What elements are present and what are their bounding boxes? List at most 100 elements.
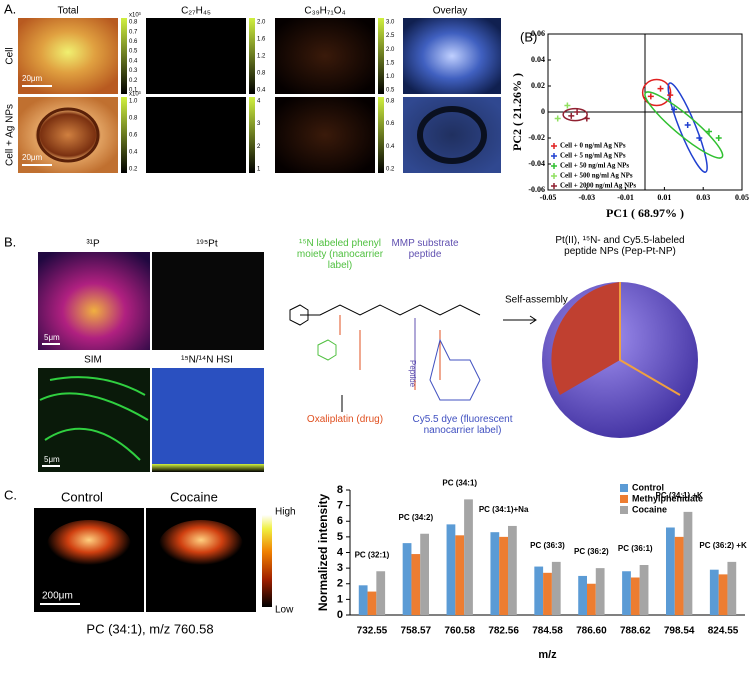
- colorbar-exponent: x10³: [129, 13, 141, 19]
- bar: [367, 591, 377, 615]
- colorbar-tick-label: 0.8: [386, 99, 395, 105]
- colorbars: x10³0.80.70.60.50.40.30.20.12.01.61.20.8…: [121, 13, 395, 173]
- y-tick-label: 8: [337, 484, 343, 496]
- colorbar-tick-label: 0.8: [129, 20, 138, 26]
- bar: [455, 535, 465, 615]
- colorbar-tick-label: 0.3: [129, 68, 138, 74]
- scale-bar-label: 5μm: [44, 455, 60, 464]
- side-chain: [339, 315, 441, 390]
- phenyl-label: ¹⁵N labeled phenyl moiety (nanocarrier l…: [297, 238, 383, 271]
- row-label: Cell + Ag NPs: [5, 104, 16, 166]
- bar-annotation: PC (32:1): [355, 550, 390, 559]
- column-header: Total: [57, 6, 78, 17]
- image-c39: [275, 18, 375, 94]
- colorbar-tick-label: 1.5: [386, 60, 395, 66]
- point: [647, 93, 654, 100]
- panel-label: (B): [520, 29, 537, 44]
- confidence-ellipse: [562, 107, 588, 122]
- bar: [499, 536, 508, 615]
- colorbar: [378, 18, 384, 94]
- bar: [630, 577, 640, 615]
- peptide-label: Peptide: [408, 360, 417, 388]
- dye-label: Cy5.5 dye (fluorescent nanocarrier label…: [412, 414, 512, 436]
- image-31p: [38, 252, 150, 350]
- x-tick-label: 786.60: [576, 626, 607, 637]
- y-tick-label: 1: [337, 593, 343, 605]
- colorbar-tick-label: 0.1: [129, 88, 138, 94]
- legend-marker: [551, 143, 557, 149]
- colorbar-tick-label: 0.6: [129, 133, 138, 139]
- bar: [358, 585, 368, 615]
- bar: [709, 569, 719, 615]
- colorbar-tick-label: 0.4: [386, 144, 395, 150]
- colorbar-tick-label: 1.6: [257, 37, 266, 43]
- nanoparticle-edge: [619, 282, 681, 396]
- colorbar: [378, 97, 384, 173]
- x-tick-label: 758.57: [401, 626, 432, 637]
- nanoparticle-cutaway: [551, 282, 620, 395]
- image-detail: [417, 106, 487, 164]
- colorbar-tick-label: 2.0: [386, 47, 395, 53]
- row-label: Cell: [5, 47, 16, 64]
- confidence-ellipse: [667, 82, 708, 173]
- colorbar-tick-label: 1.2: [257, 54, 266, 60]
- x-tick-label: 784.58: [532, 626, 563, 637]
- mmp-label-text: MMP substrate peptide: [391, 238, 459, 260]
- x-tick-label: 0.03: [696, 193, 710, 202]
- colorbar-tick-label: 2.5: [386, 33, 395, 39]
- bar-annotation: PC (34:1)+Na: [479, 505, 529, 514]
- mmp-label: MMP substrate peptide: [391, 238, 459, 260]
- product-label-text: Pt(II), ¹⁵N- and Cy5.5-labeled peptide N…: [555, 235, 685, 257]
- colorbar-tick-label: 0.7: [129, 29, 138, 35]
- x-tick-label: 0.01: [657, 193, 671, 202]
- point: [684, 122, 691, 128]
- point: [574, 109, 581, 115]
- image-detail: [39, 376, 149, 461]
- column-header: Overlay: [433, 6, 467, 17]
- ring: [289, 304, 309, 326]
- panel-label: B.: [4, 234, 16, 249]
- image-title: ³¹P: [86, 239, 100, 250]
- legend-label: Methylphenidate: [632, 493, 703, 503]
- image-c27: [146, 97, 246, 173]
- bar: [446, 524, 456, 615]
- drug-label-text: Oxaliplatin (drug): [306, 414, 384, 425]
- column-header: C₂₇H₄₅: [181, 6, 211, 17]
- x-tick-label: 0.05: [735, 193, 749, 202]
- y-tick-label: 7: [337, 500, 343, 512]
- image-c27: [146, 18, 246, 94]
- colorbar-label: Low: [275, 605, 294, 616]
- image-title: Cocaine: [170, 489, 218, 504]
- image-title: Control: [61, 489, 103, 504]
- colorbar-tick-label: 1: [257, 167, 261, 173]
- product-label: Pt(II), ¹⁵N- and Cy5.5-labeled peptide N…: [555, 235, 685, 257]
- point: [657, 85, 664, 92]
- bar: [622, 571, 631, 615]
- colorbar-tick-label: 0.4: [257, 88, 266, 94]
- colorbar-tick-label: 1.0: [129, 99, 138, 105]
- x-tick-label: 760.58: [444, 626, 475, 637]
- bar: [402, 543, 412, 615]
- bar: [551, 561, 561, 615]
- x-tick-label: 782.56: [488, 626, 519, 637]
- x-axis-label: m/z: [538, 649, 557, 661]
- colorbar-tick-label: 3.0: [386, 20, 395, 26]
- point: [715, 135, 722, 141]
- image-sim: [38, 368, 150, 472]
- point: [706, 128, 713, 135]
- x-tick-label: -0.05: [540, 193, 557, 202]
- image-detail: [36, 107, 100, 163]
- colorbar-tick-label: 0.5: [386, 88, 395, 94]
- colorbar: [262, 515, 272, 607]
- caption: PC (34:1), m/z 760.58: [86, 621, 213, 636]
- bar-annotation: PC (34:1) +K: [655, 491, 703, 500]
- bar: [727, 561, 737, 615]
- y-tick-label: 4: [337, 546, 344, 558]
- y-tick-label: 0.06: [531, 29, 545, 38]
- bar-annotation: PC (36:2) +K: [699, 541, 747, 550]
- colorbar-tick-label: 3: [257, 121, 261, 127]
- x-tick-label: -0.01: [617, 193, 634, 202]
- bar: [543, 572, 552, 615]
